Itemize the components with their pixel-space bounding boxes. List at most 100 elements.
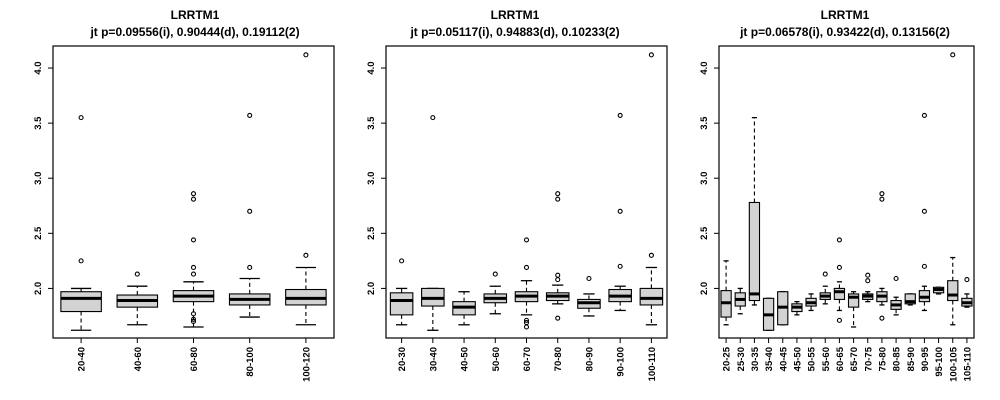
x-tick-label: 40-60	[133, 347, 144, 371]
outlier-point	[303, 52, 309, 58]
outlier-point	[879, 196, 885, 202]
outlier-point	[555, 277, 561, 283]
x-tick-label: 90-95	[920, 346, 931, 371]
outlier-point	[523, 317, 530, 323]
outlier-point	[879, 315, 885, 321]
panel-1-title: LRRTM1	[171, 8, 220, 22]
panel-2-subtitle: jt p=0.05117(i), 0.94883(d), 0.10233(2)	[409, 25, 619, 39]
x-tick-label: 60-70	[522, 347, 533, 371]
x-tick-label: 45-50	[792, 347, 803, 371]
x-tick-label: 75-80	[877, 347, 888, 371]
x-tick-label: 50-55	[807, 346, 818, 371]
x-tick-label: 105-110	[962, 347, 973, 381]
panel-1-marks: 2.0 2.5 3.0 3.5 4.0 20-40 40-60 60-80 80-100 100-…	[33, 52, 327, 382]
outlier-point	[865, 278, 871, 284]
box	[60, 291, 102, 313]
outlier-point	[523, 264, 530, 271]
outlier-point	[836, 317, 842, 323]
y-tick-label: 3.5	[33, 116, 44, 130]
panel-3-marks: 2.0 2.5 3.0 3.5 4.0 20-25 25-30 30-35 35-40 40-45…	[699, 52, 973, 382]
y-tick-label: 4.0	[33, 61, 44, 74]
x-tick-label: 100-110	[647, 347, 658, 381]
panel-2-marks: 2.0 2.5 3.0 3.5 4.0 20-30 30-40 40-50 50-60 60-70…	[366, 52, 664, 381]
outlier-point	[879, 191, 885, 197]
y-tick-label: 2.5	[33, 226, 44, 240]
outlier-point	[836, 237, 842, 243]
outlier-point	[190, 316, 197, 322]
outlier-point	[836, 264, 842, 271]
outlier-point	[865, 272, 871, 278]
x-tick-label: 50-60	[491, 347, 502, 371]
outlier-point	[247, 112, 253, 118]
outlier-point	[921, 263, 927, 269]
outlier-point	[950, 52, 956, 58]
outlier-point	[303, 252, 309, 258]
x-tick-label: 40-50	[460, 347, 471, 371]
outlier-point	[399, 258, 405, 264]
y-tick-label: 3.5	[699, 116, 710, 130]
y-tick-label: 4.0	[699, 61, 710, 74]
panel-2-title: LRRTM1	[491, 8, 540, 22]
outlier-point	[190, 191, 197, 197]
outlier-point	[822, 271, 828, 277]
outlier-point	[190, 311, 197, 317]
outlier-point	[586, 275, 592, 282]
x-tick-label: 30-40	[428, 347, 439, 371]
x-tick-label: 85-90	[906, 347, 917, 371]
x-tick-label: 35-40	[764, 347, 775, 371]
y-tick-label: 2.5	[699, 226, 710, 240]
outlier-point	[921, 208, 927, 214]
panel-1-subtitle: jt p=0.09556(i), 0.90444(d), 0.19112(2)	[89, 25, 299, 39]
outlier-point	[190, 264, 197, 271]
outlier-point	[523, 237, 530, 243]
outlier-point	[523, 320, 530, 326]
outlier-point	[648, 52, 654, 58]
x-tick-label: 80-90	[584, 347, 595, 371]
y-tick-label: 3.0	[699, 172, 710, 185]
box	[639, 287, 664, 306]
x-tick-label: 90-100	[616, 347, 627, 377]
x-tick-label: 40-45	[778, 346, 789, 371]
boxplot-panel-3: LRRTM1 jt p=0.06578(i), 0.93422(d), 0.13…	[699, 8, 975, 382]
panel-3-title: LRRTM1	[821, 8, 870, 22]
y-tick-label: 2.0	[366, 282, 377, 295]
x-tick-label: 100-105	[948, 346, 959, 382]
outlier-point	[964, 277, 970, 283]
x-tick-label: 25-30	[736, 347, 747, 371]
y-tick-label: 4.0	[366, 61, 377, 74]
outlier-point	[430, 115, 436, 121]
outlier-point	[921, 112, 927, 118]
outlier-point	[523, 324, 530, 330]
box	[748, 201, 761, 302]
y-tick-label: 3.5	[366, 116, 377, 130]
outlier-point	[555, 272, 561, 278]
panel-3-subtitle: jt p=0.06578(i), 0.93422(d), 0.13156(2)	[739, 25, 950, 39]
box	[389, 292, 414, 316]
outlier-point	[247, 208, 253, 214]
x-tick-label: 20-25	[722, 346, 733, 371]
outlier-point	[492, 271, 498, 277]
x-tick-label: 55-60	[821, 347, 832, 371]
x-tick-label: 65-70	[849, 347, 860, 371]
outlier-point	[617, 112, 623, 118]
y-tick-label: 2.5	[366, 226, 377, 240]
outlier-point	[617, 263, 623, 269]
x-tick-label: 95-100	[934, 347, 945, 377]
boxplot-panel-2: LRRTM1 jt p=0.05117(i), 0.94883(d), 0.10…	[366, 8, 668, 381]
y-tick-label: 2.0	[33, 282, 44, 295]
outlier-point	[893, 275, 899, 282]
boxplot-panel-1: LRRTM1 jt p=0.09556(i), 0.90444(d), 0.19…	[33, 8, 335, 382]
y-tick-label: 3.0	[366, 172, 377, 185]
outlier-point	[190, 271, 197, 277]
y-tick-label: 2.0	[699, 282, 710, 295]
x-tick-label: 20-40	[77, 347, 88, 371]
box	[833, 287, 846, 300]
x-tick-label: 60-65	[835, 346, 846, 371]
x-tick-label: 100-120	[301, 347, 312, 382]
outlier-point	[617, 208, 623, 214]
outlier-point	[190, 318, 197, 325]
outlier-point	[190, 237, 197, 243]
outlier-point	[555, 315, 561, 321]
outlier-point	[555, 191, 561, 197]
